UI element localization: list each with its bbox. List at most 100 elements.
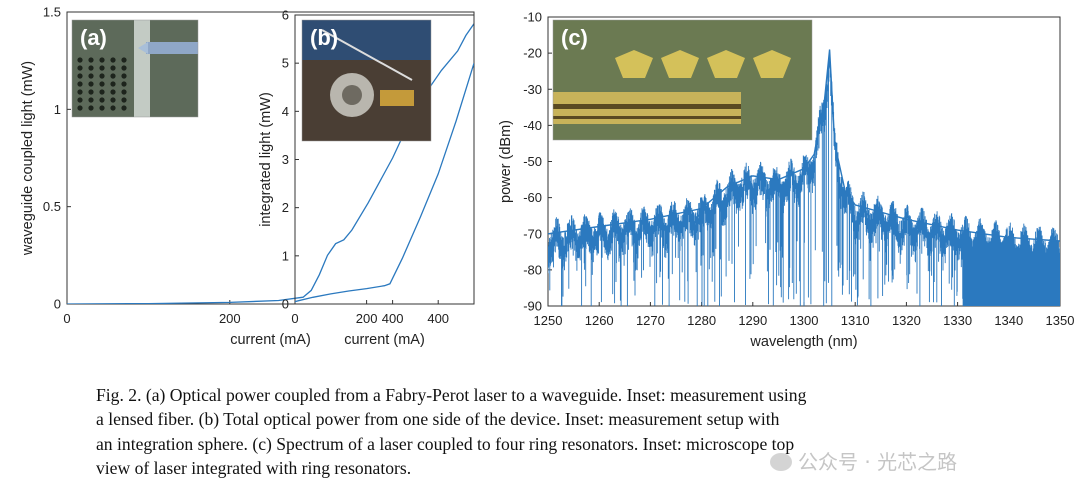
y-tick-label: -50 xyxy=(523,154,542,169)
inset-border xyxy=(71,19,199,118)
inset-photo: (c) xyxy=(552,19,813,141)
caption-line-3: an integration sphere. (c) Spectrum of a… xyxy=(96,433,795,454)
series-line xyxy=(295,63,474,303)
inset-dot xyxy=(121,97,127,103)
y-tick-label: -90 xyxy=(523,299,542,314)
y-tick-label: -30 xyxy=(523,82,542,97)
x-tick-label: 1330 xyxy=(943,313,972,328)
inset-fiber xyxy=(146,42,198,54)
y-tick-label: 1 xyxy=(54,102,61,117)
y-axis-label: power (dBm) xyxy=(498,120,514,203)
inset-dot xyxy=(121,57,127,63)
watermark: 公众号 · 光芯之路 xyxy=(770,446,957,475)
y-tick-label: 0 xyxy=(54,297,61,312)
x-axis-label: current (mA) xyxy=(230,332,311,348)
caption-line-2: a lensed fiber. (b) Total optical power … xyxy=(96,409,780,430)
inset-dot xyxy=(121,73,127,79)
panel-label: (a) xyxy=(80,25,107,50)
y-tick-label: -10 xyxy=(523,10,542,25)
inset-sphere-top xyxy=(302,20,431,60)
x-tick-label: 400 xyxy=(382,311,404,326)
y-tick-label: -40 xyxy=(523,118,542,133)
plot-area xyxy=(67,23,474,304)
x-tick-label: 1260 xyxy=(585,313,614,328)
inset-dot xyxy=(77,65,83,71)
series-line xyxy=(67,23,474,304)
inset-dot xyxy=(110,81,116,87)
x-axis-label: current (mA) xyxy=(344,332,425,348)
plot-area xyxy=(548,49,1060,306)
inset-ring-pad xyxy=(661,50,699,78)
inset-border xyxy=(301,19,432,142)
inset-mount xyxy=(380,90,414,106)
inset-dot xyxy=(110,97,116,103)
inset-dot xyxy=(99,97,105,103)
inset-dot xyxy=(110,105,116,111)
caption-line-4: view of laser integrated with ring reson… xyxy=(96,458,412,479)
panel-c: 1250 1260 1270 1280 1290 1300 1310 1320 1330 1340… xyxy=(498,10,1074,351)
inset-dot xyxy=(99,73,105,79)
inset-dot xyxy=(88,73,94,79)
inset-dot xyxy=(99,81,105,87)
watermark-text: 公众号 · 光芯之路 xyxy=(798,450,958,474)
inset-probe xyxy=(321,29,413,81)
inset-photo: (a) xyxy=(71,19,199,118)
x-tick-label: 400 xyxy=(427,311,449,326)
x-tick-label: 1340 xyxy=(994,313,1023,328)
y-tick-label: 1 xyxy=(282,248,289,263)
inset-dot xyxy=(121,65,127,71)
x-tick-label: 1270 xyxy=(636,313,665,328)
panel-label: (c) xyxy=(561,25,588,50)
inset-border xyxy=(552,19,813,141)
y-tick-label: -80 xyxy=(523,262,542,277)
x-tick-label: 1310 xyxy=(841,313,870,328)
y-tick-label: 1.5 xyxy=(43,5,61,20)
x-tick-label: 1350 xyxy=(1046,313,1075,328)
x-tick-label: 0 xyxy=(63,311,70,326)
inset-dot xyxy=(121,105,127,111)
y-tick-label: 0 xyxy=(282,297,289,312)
x-axis-label: wavelength (nm) xyxy=(749,334,857,350)
y-tick-label: -20 xyxy=(523,46,542,61)
inset-dot xyxy=(99,65,105,71)
caption-line-1: Fig. 2. (a) Optical power coupled from a… xyxy=(96,385,807,405)
y-tick-label: 6 xyxy=(282,8,289,23)
inset-fiber-tip xyxy=(138,42,148,54)
inset-dot xyxy=(77,89,83,95)
x-tick-label: 1250 xyxy=(534,313,563,328)
x-tick-label: 0 xyxy=(291,311,298,326)
x-tick-label: 1280 xyxy=(687,313,716,328)
x-tick-label: 1300 xyxy=(790,313,819,328)
panel-label: (b) xyxy=(310,25,338,50)
inset-dot xyxy=(121,89,127,95)
wechat-icon xyxy=(770,453,792,471)
inset-dot xyxy=(110,73,116,79)
inset-ring-pad xyxy=(615,50,653,78)
inset-laser-stripe xyxy=(553,104,741,109)
inset-dot xyxy=(99,105,105,111)
x-tick-label: 1290 xyxy=(738,313,767,328)
figure-caption: Fig. 2. (a) Optical power coupled from a… xyxy=(96,383,1056,481)
inset-laser-stripe xyxy=(553,116,741,119)
inset-dot xyxy=(88,81,94,87)
plot-area xyxy=(295,63,474,303)
inset-dot xyxy=(77,73,83,79)
inset-dot xyxy=(99,89,105,95)
spectrum-envelope xyxy=(548,49,1060,242)
inset-sphere-port xyxy=(342,85,362,105)
y-tick-label: 5 xyxy=(282,56,289,71)
inset-dot xyxy=(77,57,83,63)
inset-waveguide xyxy=(134,20,150,117)
y-tick-label: 3 xyxy=(282,152,289,167)
panel-b: 0 200 400 0 1 2 3 4 5 6 current (mA) integrated lig… xyxy=(258,8,475,348)
x-tick-label: 200 xyxy=(356,311,378,326)
y-tick-label: -70 xyxy=(523,226,542,241)
inset-ring-pad xyxy=(707,50,745,78)
inset-dot xyxy=(110,89,116,95)
inset-dot xyxy=(88,89,94,95)
x-tick-label: 1320 xyxy=(892,313,921,328)
inset-dot xyxy=(99,57,105,63)
inset-dot xyxy=(88,97,94,103)
inset-dot xyxy=(77,97,83,103)
